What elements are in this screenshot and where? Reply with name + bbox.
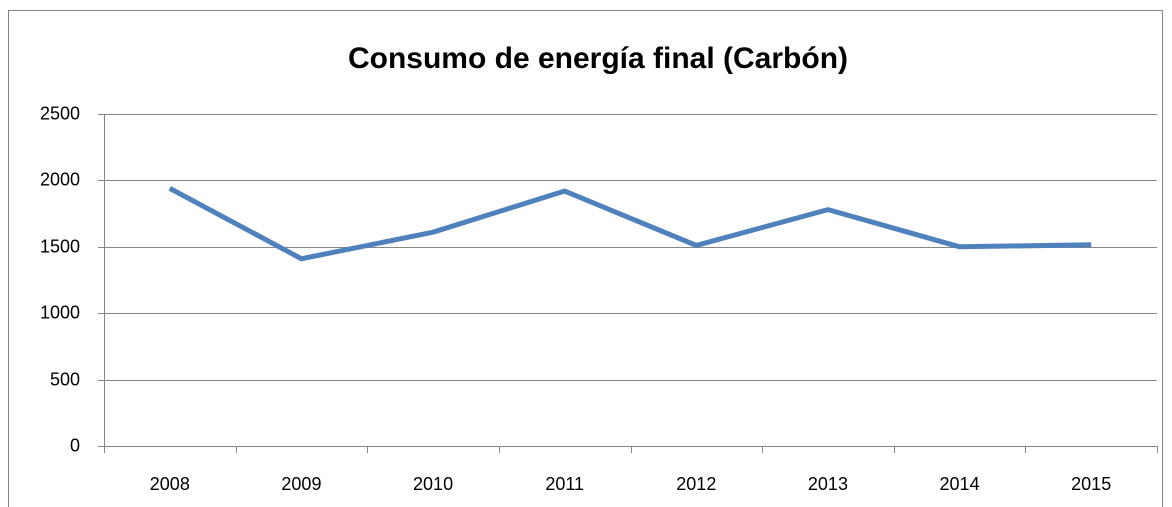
chart-frame xyxy=(8,10,1163,507)
x-tick-label: 2013 xyxy=(808,474,848,494)
chart-title: Consumo de energía final (Carbón) xyxy=(348,42,848,75)
data-line xyxy=(168,186,1092,262)
y-tick-label: 0 xyxy=(70,435,80,455)
y-tick-label: 1000 xyxy=(40,302,80,322)
x-tick-label: 2010 xyxy=(413,474,453,494)
y-tick-label: 2500 xyxy=(40,103,80,123)
x-tick-label: 2008 xyxy=(150,474,190,494)
y-tick-label: 1500 xyxy=(40,236,80,256)
y-tick-label: 2000 xyxy=(40,169,80,189)
x-tick-label: 2009 xyxy=(281,474,321,494)
x-tick-label: 2012 xyxy=(676,474,716,494)
y-tick-label: 500 xyxy=(50,369,80,389)
x-tick-label: 2011 xyxy=(545,474,584,494)
x-tick-label: 2014 xyxy=(940,474,980,494)
x-tick-label: 2015 xyxy=(1071,474,1111,494)
